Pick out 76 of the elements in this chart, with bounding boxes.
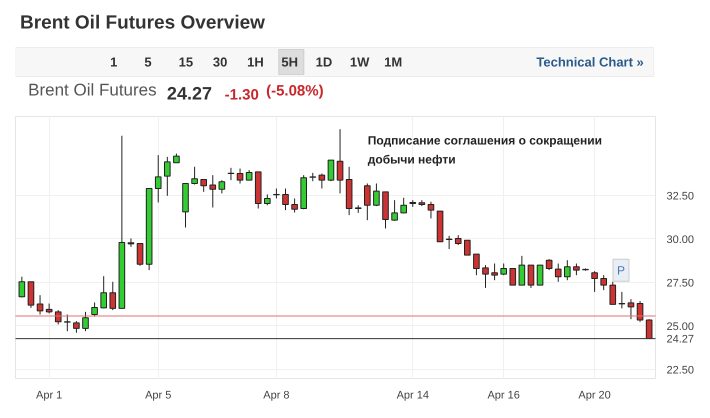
x-tick-label: Apr 20 (578, 390, 611, 402)
candlestick (154, 154, 162, 203)
candlestick (291, 198, 298, 214)
candlestick (46, 303, 52, 314)
text: 1 5 15 30 1H 5H 1D 1W 1M (110, 54, 402, 70)
x-tick-label: Apr 16 (487, 390, 520, 402)
y-tick-label: 27.50 (666, 277, 694, 290)
candlestick (218, 180, 226, 194)
x-tick-label: Apr 1 (36, 390, 62, 402)
candlestick (482, 264, 489, 288)
x-tick-label: Apr 8 (263, 390, 290, 402)
candlestick (573, 263, 580, 276)
y-tick-label: 30.00 (666, 234, 694, 246)
chart-title: Brent Oil Futures Overview (20, 12, 266, 34)
chart-subtitle: Brent Oil Futures (28, 80, 157, 100)
candlestick (191, 166, 198, 186)
candlestick (136, 243, 144, 266)
text: Technical Chart » (536, 54, 644, 70)
annotation: Подписание соглашения о сокращении добычи нефти (368, 134, 602, 166)
x-tick-label: Apr 14 (396, 390, 429, 402)
y-tick-label: 25.00 (666, 320, 694, 333)
candlestick (591, 270, 598, 292)
candlestick (554, 263, 562, 282)
x-tick-label: Apr 5 (145, 390, 172, 402)
ref-line-label: 24.27 (666, 334, 694, 346)
candlestick (328, 160, 334, 182)
candlestick (236, 168, 244, 184)
candlestick (164, 156, 171, 196)
candlestick (173, 153, 180, 164)
candlestick (100, 276, 107, 309)
candlestick (536, 264, 544, 286)
candlestick (646, 318, 652, 339)
candlestick (636, 300, 644, 322)
candlestick (373, 182, 380, 207)
text: 24.27 (166, 84, 212, 104)
candlestick (82, 311, 89, 332)
candlestick (282, 188, 289, 211)
candlestick (246, 170, 252, 181)
text: (-5.08%) (266, 82, 324, 100)
candlestick (109, 281, 116, 311)
candlestick (336, 128, 344, 194)
annotation: P (616, 263, 625, 278)
candlestick (546, 258, 552, 271)
candlestick (391, 200, 398, 222)
candlestick (473, 254, 480, 276)
candlestick (18, 276, 26, 298)
candlestick (200, 178, 207, 192)
candlestick (609, 281, 616, 305)
candlestick (318, 173, 326, 190)
candlestick (28, 281, 34, 308)
candlestick (400, 197, 407, 214)
candlestick (73, 320, 80, 334)
candlestick (500, 263, 507, 276)
candlestick (54, 310, 62, 325)
candlestick (264, 194, 271, 206)
candlestick (364, 182, 371, 221)
candlestick (91, 302, 98, 318)
candlestick (600, 274, 607, 291)
candlestick (509, 268, 516, 286)
candlestick (628, 298, 634, 320)
candlestick (209, 174, 216, 208)
candlestick (228, 167, 234, 181)
candlestick (564, 260, 571, 281)
candlestick (273, 188, 280, 199)
text: -1.30 (224, 86, 259, 104)
y-tick-label: 32.50 (666, 190, 694, 202)
candlestick (454, 234, 462, 246)
candlestick (446, 235, 452, 250)
candlestick (518, 255, 526, 286)
candlestick (428, 201, 434, 219)
candlestick (528, 264, 534, 288)
candlestick (36, 294, 44, 315)
y-tick-label: 22.50 (666, 364, 694, 376)
candlestick (464, 240, 471, 256)
candlestick (491, 263, 498, 281)
candlestick (618, 291, 626, 309)
